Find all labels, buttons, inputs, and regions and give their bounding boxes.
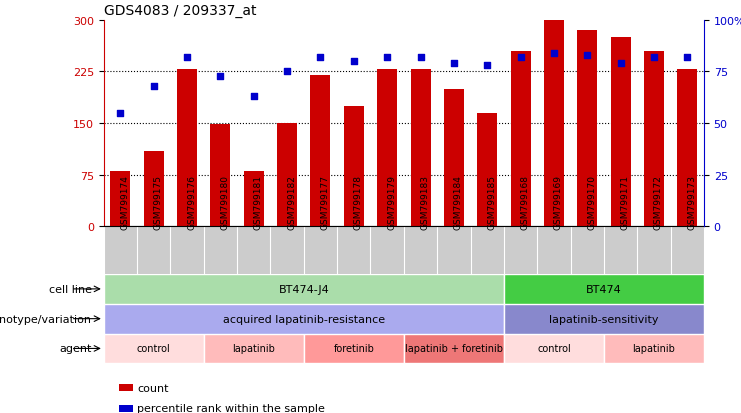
Text: GSM799170: GSM799170 [587,174,597,229]
Text: GSM799177: GSM799177 [320,174,330,229]
Text: genotype/variation: genotype/variation [0,314,92,324]
Text: GSM799173: GSM799173 [687,174,697,229]
Point [481,63,493,69]
Text: GSM799171: GSM799171 [620,174,630,229]
Text: GSM799183: GSM799183 [420,174,430,229]
Bar [304,334,404,363]
Bar [511,52,531,227]
Text: foretinib: foretinib [333,344,374,354]
Point [281,69,293,76]
Bar [544,21,564,227]
Bar [277,124,297,227]
Text: GSM799178: GSM799178 [353,174,363,229]
Point [514,55,526,61]
Text: lapatinib: lapatinib [233,344,275,354]
Bar [244,172,264,227]
Bar [477,114,497,227]
Text: GSM799174: GSM799174 [120,175,130,229]
Bar [110,172,130,227]
Text: GSM799180: GSM799180 [221,174,230,229]
Bar [104,274,504,304]
Text: GSM799185: GSM799185 [487,174,496,229]
Bar [144,151,164,227]
Text: count: count [137,383,169,393]
Bar [444,89,464,227]
Bar [611,38,631,227]
Text: GSM799176: GSM799176 [187,174,196,229]
Bar [210,125,230,227]
Bar [677,70,697,227]
Text: lapatinib-sensitivity: lapatinib-sensitivity [549,314,659,324]
Text: control: control [537,344,571,354]
Text: acquired lapatinib-resistance: acquired lapatinib-resistance [223,314,385,324]
Text: GSM799175: GSM799175 [154,174,163,229]
Bar [377,70,397,227]
Text: agent: agent [59,344,92,354]
Bar [344,107,364,227]
Point [247,94,259,100]
Text: GSM799181: GSM799181 [253,174,263,229]
Text: BT474-J4: BT474-J4 [279,284,329,294]
Bar [404,334,504,363]
Text: GSM799179: GSM799179 [387,174,396,229]
Point [681,55,693,61]
Bar [411,70,431,227]
Text: GSM799182: GSM799182 [287,175,296,229]
Bar [504,274,704,304]
Text: GSM799169: GSM799169 [554,174,563,229]
Bar [204,334,304,363]
Bar [504,304,704,334]
Bar [577,31,597,227]
Text: GSM799168: GSM799168 [520,174,530,229]
Point [581,52,593,59]
Text: control: control [137,344,170,354]
Bar [310,76,330,227]
Bar [104,334,204,363]
Point [548,50,559,57]
Bar [644,52,664,227]
Text: cell line: cell line [49,284,92,294]
Point [215,73,227,80]
Point [448,61,459,67]
Bar [604,334,704,363]
Text: BT474: BT474 [586,284,622,294]
Bar [104,304,504,334]
Text: GSM799172: GSM799172 [654,175,663,229]
Bar [177,70,197,227]
Text: GSM799184: GSM799184 [453,175,463,229]
Text: lapatinib + foretinib: lapatinib + foretinib [405,344,503,354]
Point [348,59,359,65]
Text: GDS4083 / 209337_at: GDS4083 / 209337_at [104,4,256,18]
Point [414,55,426,61]
Point [648,55,659,61]
Point [147,83,160,90]
Text: lapatinib: lapatinib [633,344,675,354]
Point [181,55,193,61]
Point [381,55,393,61]
Bar [504,334,604,363]
Point [314,55,326,61]
Text: percentile rank within the sample: percentile rank within the sample [137,404,325,413]
Point [614,61,626,67]
Point [114,110,126,117]
